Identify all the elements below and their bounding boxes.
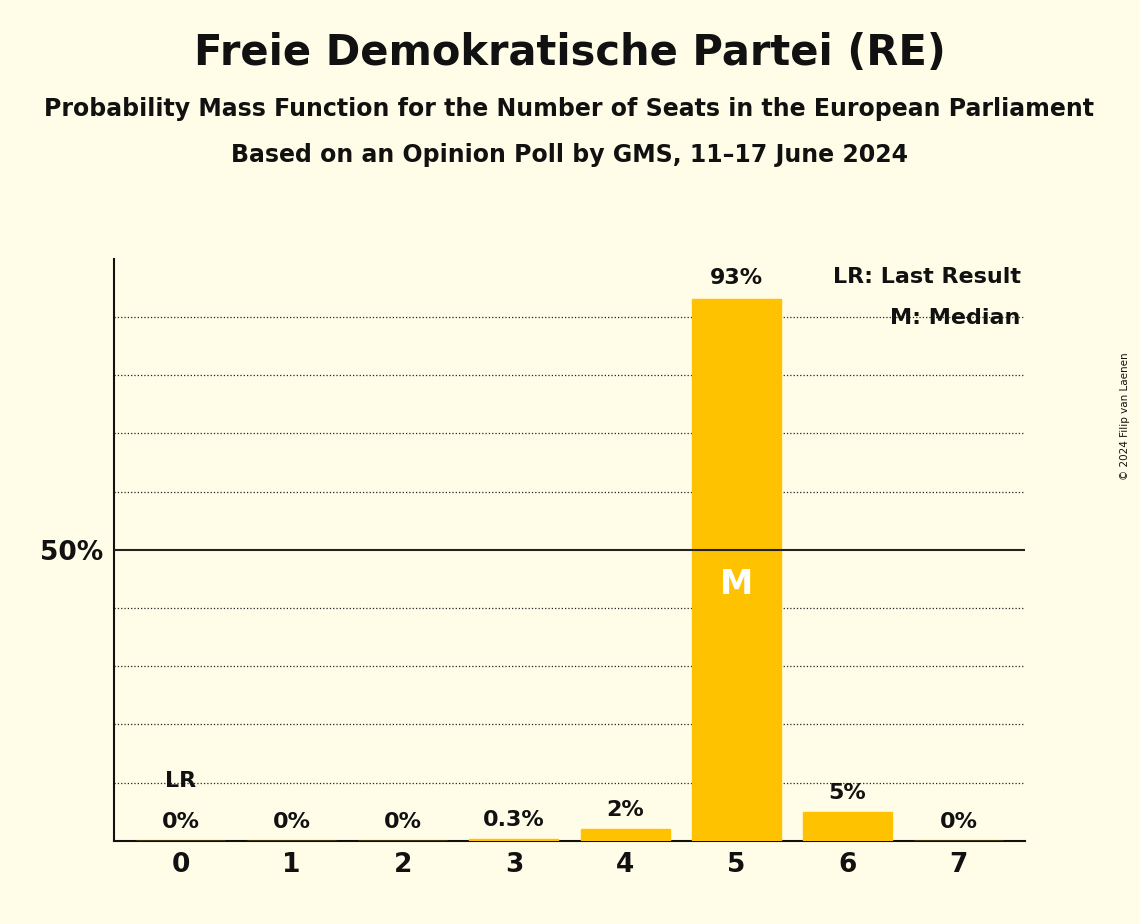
Text: 0%: 0%: [384, 812, 421, 833]
Bar: [469, 839, 558, 841]
Text: Probability Mass Function for the Number of Seats in the European Parliament: Probability Mass Function for the Number…: [44, 97, 1095, 121]
Text: © 2024 Filip van Laenen: © 2024 Filip van Laenen: [1121, 352, 1130, 480]
Text: M: M: [720, 568, 753, 602]
Text: 5%: 5%: [828, 783, 866, 803]
Text: 0%: 0%: [162, 812, 199, 833]
Text: Freie Demokratische Partei (RE): Freie Demokratische Partei (RE): [194, 32, 945, 74]
Text: LR: LR: [165, 772, 196, 791]
Text: LR: Last Result: LR: Last Result: [833, 267, 1021, 287]
Text: Based on an Opinion Poll by GMS, 11–17 June 2024: Based on an Opinion Poll by GMS, 11–17 J…: [231, 143, 908, 167]
Text: 0%: 0%: [940, 812, 977, 833]
Bar: [581, 829, 670, 841]
Text: 0.3%: 0.3%: [483, 810, 544, 831]
Bar: [803, 812, 892, 841]
Text: 93%: 93%: [710, 268, 763, 288]
Text: 0%: 0%: [272, 812, 311, 833]
Text: M: Median: M: Median: [891, 309, 1021, 328]
Text: 2%: 2%: [606, 800, 644, 821]
Bar: [691, 299, 780, 841]
